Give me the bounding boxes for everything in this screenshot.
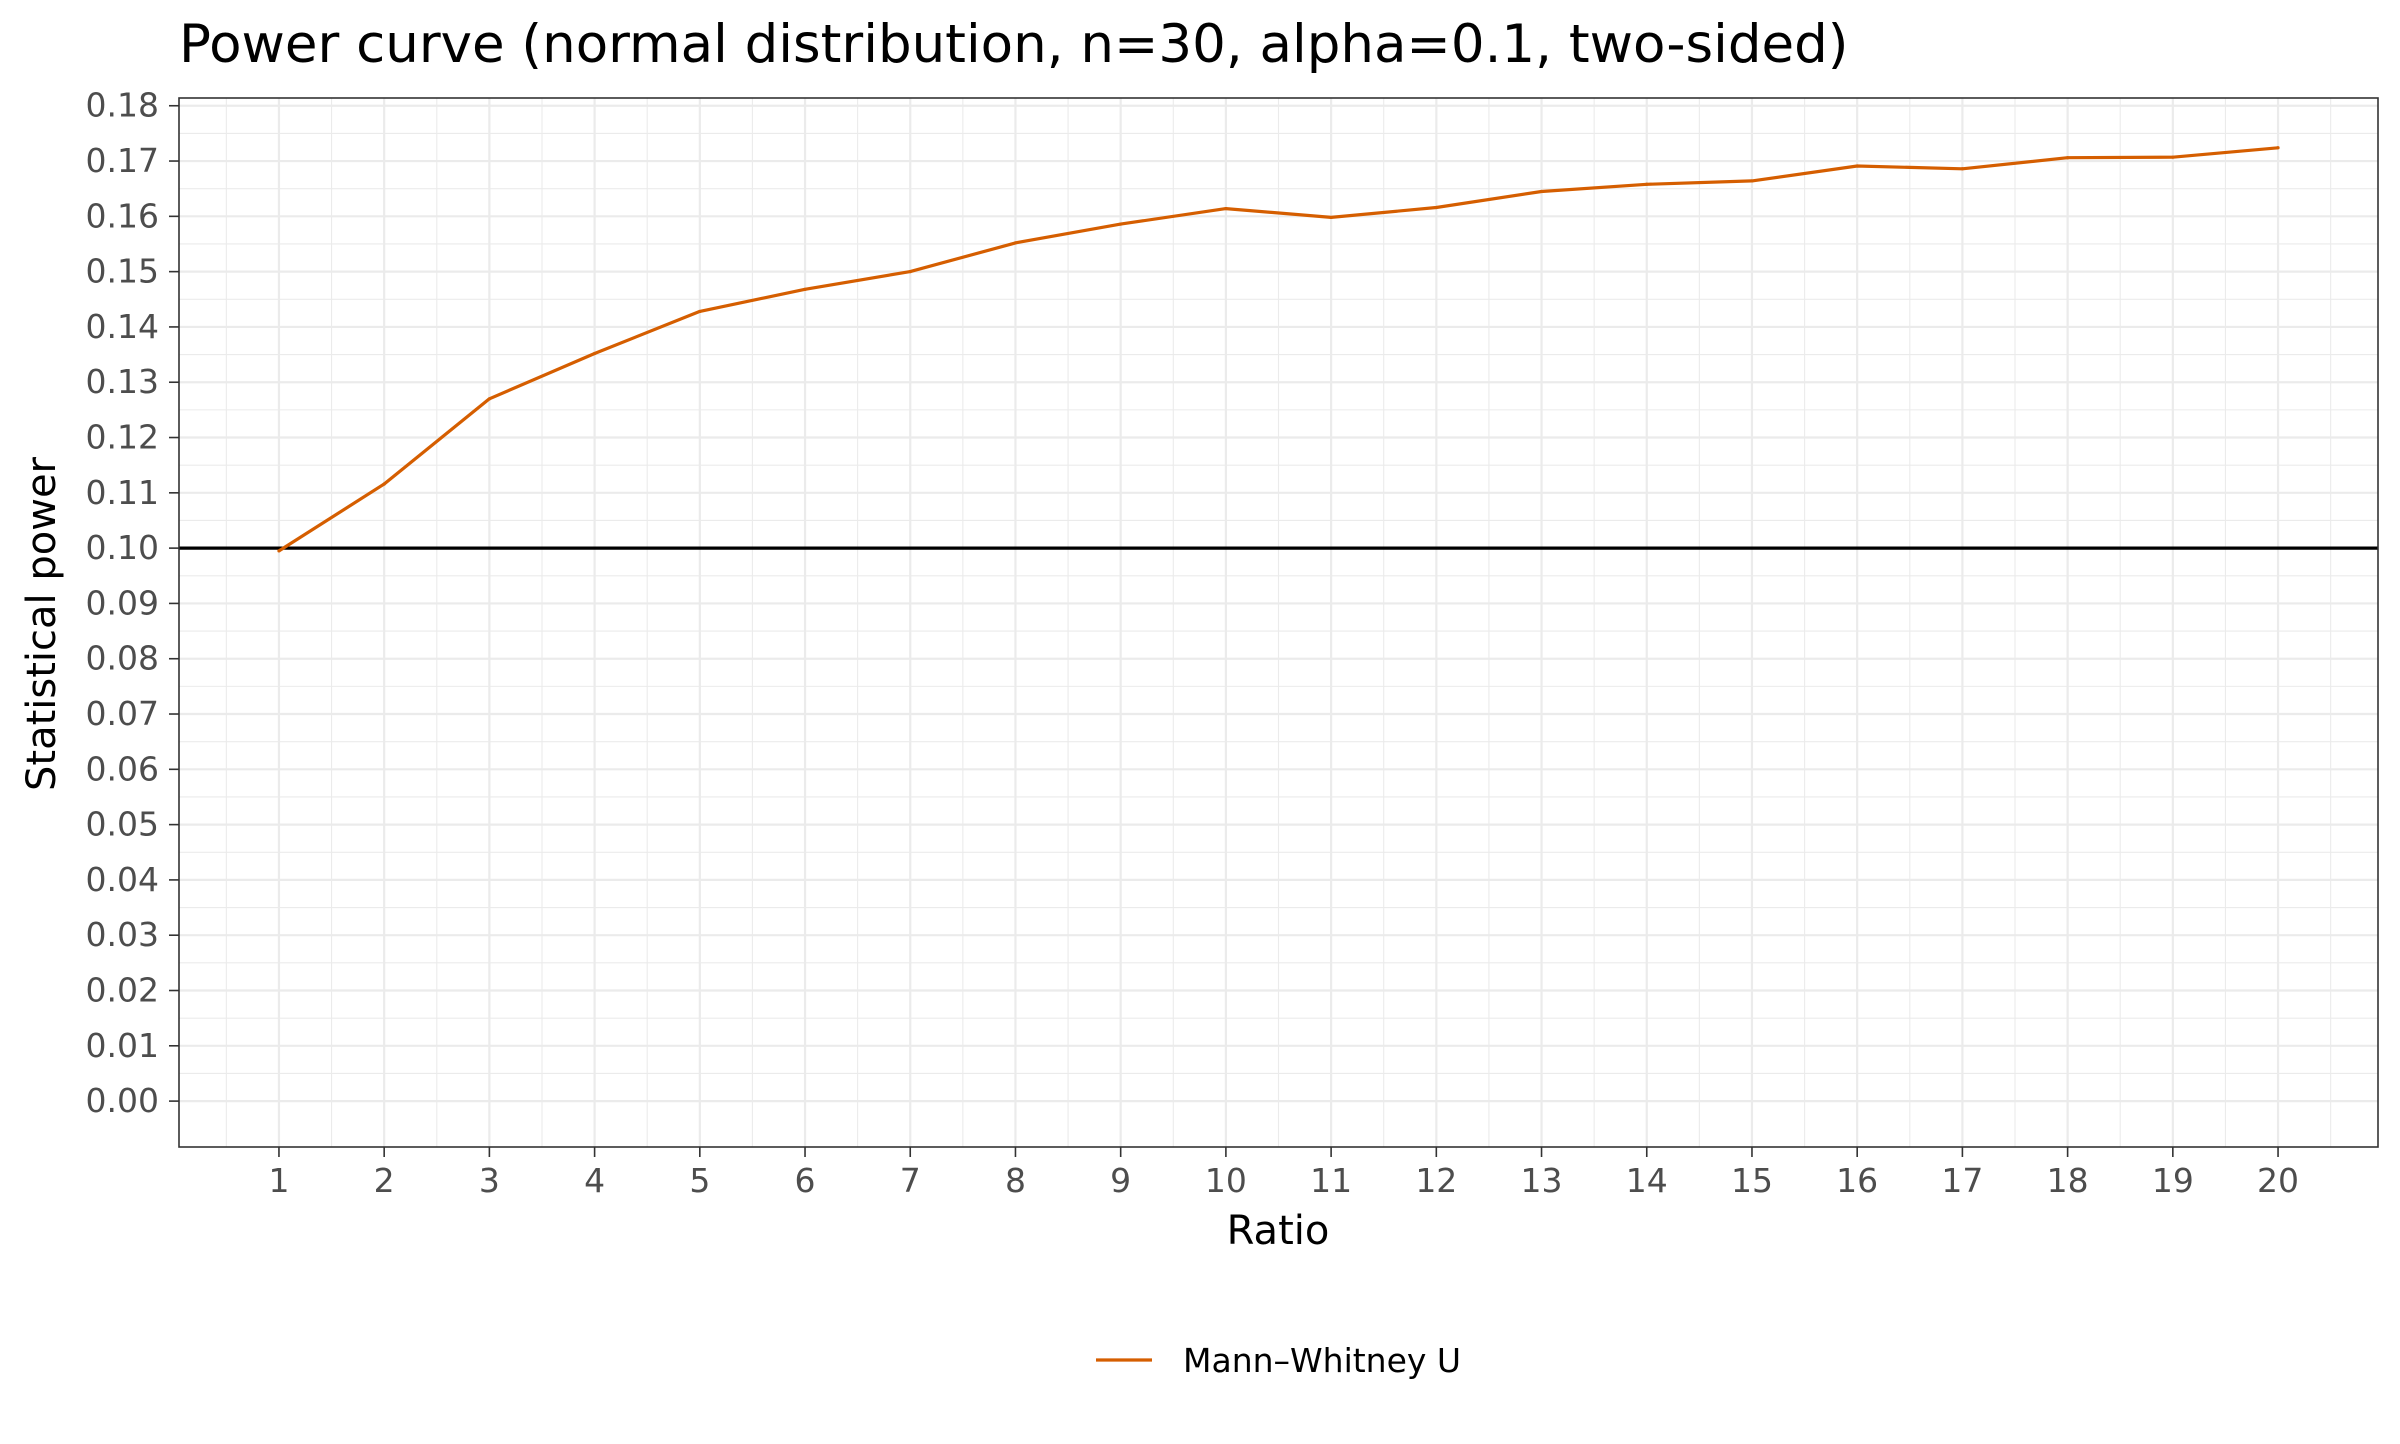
data-point: [803, 287, 807, 291]
x-tick-label: 19: [2152, 1161, 2194, 1200]
y-tick-label: 0.03: [86, 915, 159, 954]
legend-label-mann-whitney-u: Mann–Whitney U: [1183, 1341, 1461, 1380]
y-tick-label: 0.11: [86, 473, 159, 512]
y-axis: 0.00 0.01 0.02 0.03 0.04 0.05 0.06 0.07 0.08 0.09…: [86, 86, 179, 1120]
minor-grid: [179, 98, 2378, 1147]
y-tick-label: 0.02: [86, 971, 159, 1010]
y-tick-label: 0.06: [86, 749, 159, 788]
y-tick-label: 0.01: [86, 1026, 159, 1065]
x-axis: 1 2 3 4 5 6 7 8 9 10 11 12 13 14 15 16 17 18 19 20: [268, 1147, 2299, 1200]
y-tick-label: 0.10: [86, 528, 159, 567]
x-tick-label: 2: [374, 1161, 395, 1200]
data-point: [1329, 215, 1333, 220]
y-tick-label: 0.05: [86, 805, 159, 844]
x-tick-label: 13: [1521, 1161, 1563, 1200]
x-tick-label: 7: [900, 1161, 921, 1200]
x-axis-title: Ratio: [1227, 1208, 1330, 1254]
y-tick-label: 0.16: [86, 196, 159, 235]
y-tick-label: 0.09: [86, 583, 159, 622]
data-point: [2171, 155, 2175, 159]
y-tick-label: 0.17: [86, 141, 159, 180]
data-point: [593, 351, 597, 356]
legend: Mann–Whitney U: [1096, 1341, 1461, 1380]
x-tick-label: 18: [2047, 1161, 2089, 1200]
y-tick-label: 0.14: [86, 307, 159, 346]
x-tick-label: 11: [1310, 1161, 1352, 1200]
x-tick-label: 14: [1626, 1161, 1668, 1200]
y-tick-label: 0.00: [86, 1081, 159, 1120]
y-tick-label: 0.08: [86, 639, 159, 678]
series-group: [277, 146, 2280, 553]
x-tick-label: 17: [1941, 1161, 1983, 1200]
data-point: [277, 549, 281, 553]
data-point: [1013, 241, 1018, 245]
x-tick-label: 10: [1205, 1161, 1247, 1200]
x-tick-label: 1: [268, 1161, 289, 1200]
y-tick-label: 0.13: [86, 362, 159, 401]
series-line-mann-whitney-u: [278, 146, 2279, 553]
x-tick-label: 16: [1836, 1161, 1878, 1200]
y-tick-label: 0.18: [86, 86, 159, 125]
x-tick-label: 4: [584, 1161, 605, 1200]
plot-panel-border: [178, 97, 2379, 1148]
data-point: [487, 397, 491, 401]
y-axis-title: Statistical power: [19, 456, 65, 791]
data-point: [1434, 205, 1438, 210]
data-point: [1855, 164, 1859, 168]
data-point: [2276, 146, 2280, 150]
y-tick-label: 0.15: [86, 252, 159, 291]
x-tick-label: 5: [689, 1161, 710, 1200]
x-tick-label: 8: [1005, 1161, 1026, 1200]
data-point: [2066, 156, 2070, 160]
y-tick-label: 0.04: [86, 860, 159, 899]
data-point: [1750, 179, 1754, 183]
data-point: [1960, 167, 1964, 171]
data-point: [1119, 222, 1123, 226]
chart-title: Power curve (normal distribution, n=30, …: [179, 14, 1848, 75]
data-point: [1224, 206, 1228, 211]
data-point: [1539, 189, 1544, 194]
data-point: [908, 270, 912, 274]
y-tick-label: 0.07: [86, 694, 159, 733]
x-tick-label: 20: [2257, 1161, 2299, 1200]
data-point: [1645, 182, 1649, 186]
data-point: [382, 482, 386, 486]
x-tick-label: 6: [795, 1161, 816, 1200]
y-tick-label: 0.12: [86, 418, 159, 457]
major-grid: [179, 98, 2378, 1147]
data-point: [698, 309, 702, 314]
x-tick-label: 9: [1110, 1161, 1131, 1200]
x-tick-label: 15: [1731, 1161, 1773, 1200]
x-tick-label: 3: [479, 1161, 500, 1200]
x-tick-label: 12: [1415, 1161, 1457, 1200]
